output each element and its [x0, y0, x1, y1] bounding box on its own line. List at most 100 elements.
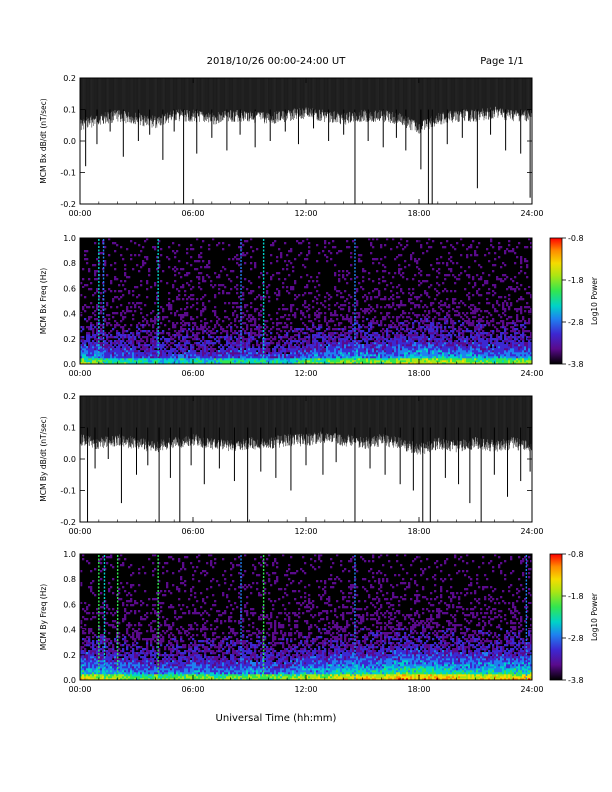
spectrogram-cell: [470, 352, 473, 355]
spectrogram-cell: [298, 242, 301, 245]
spectrogram-cell: [498, 246, 501, 249]
spectrogram-cell: [328, 350, 331, 353]
spectrogram-cell: [330, 348, 333, 351]
spectrogram-cell: [102, 268, 105, 271]
spectrogram-cell: [472, 332, 475, 335]
spectrogram-cell: [258, 346, 261, 349]
spectrogram-cell: [116, 244, 119, 247]
spectrogram-cell: [204, 330, 207, 333]
spectrogram-cell: [424, 360, 427, 363]
spectrogram-cell: [244, 330, 247, 333]
spectrogram-cell: [284, 326, 287, 329]
spectrogram-cell: [514, 328, 517, 331]
spectrogram-cell: [388, 324, 391, 327]
spectrogram-cell: [406, 352, 409, 355]
spectrogram-cell: [266, 354, 269, 357]
spectrogram-cell: [208, 326, 211, 329]
spectrogram-cell: [290, 348, 293, 351]
spectrogram-cell: [330, 350, 333, 353]
spectrogram-cell: [372, 322, 375, 325]
spectrogram-cell: [226, 330, 229, 333]
spectrogram-cell: [466, 360, 469, 363]
spectrogram-cell: [90, 352, 93, 355]
spectrogram-cell: [188, 328, 191, 331]
spectrogram-cell: [346, 354, 349, 357]
spectrogram-cell: [328, 332, 331, 335]
spectrogram-cell: [100, 312, 103, 315]
spectrogram-cell: [318, 360, 321, 363]
spectrogram-cell: [308, 308, 311, 311]
spectrogram-cell: [514, 352, 517, 355]
spectrogram-cell: [314, 352, 317, 355]
spectrogram-cell: [360, 334, 363, 337]
spectrogram-cell: [504, 338, 507, 341]
spectrogram-cell: [124, 346, 127, 349]
spectrogram-cell: [346, 240, 349, 243]
spectrogram-cell: [324, 348, 327, 351]
spectrogram-cell: [370, 324, 373, 327]
spectrogram-cell: [386, 360, 389, 363]
spectrogram-cell: [284, 336, 287, 339]
spectrogram-cell: [432, 328, 435, 331]
spectrogram-cell: [460, 324, 463, 327]
spectrogram-cell: [372, 360, 375, 363]
spectrogram-cell: [422, 320, 425, 323]
spectrogram-cell: [310, 328, 313, 331]
spectrogram-cell: [474, 360, 477, 363]
spectrogram-cell: [332, 246, 335, 249]
spectrogram-cell: [146, 288, 149, 291]
spectrogram-cell: [468, 330, 471, 333]
spectrogram-cell: [120, 246, 123, 249]
spectrogram-cell: [488, 356, 491, 359]
spectrogram-cell: [512, 356, 515, 359]
spectrogram-cell: [366, 310, 369, 313]
spectrogram-cell: [98, 262, 101, 265]
spectrogram-cell: [362, 324, 365, 327]
spectrogram-cell: [382, 356, 385, 359]
spectrogram-cell: [436, 282, 439, 285]
spectrogram-cell: [144, 240, 147, 243]
spectrogram-cell: [196, 342, 199, 345]
spectrogram-cell: [436, 346, 439, 349]
spectrogram-cell: [386, 340, 389, 343]
spectrogram-cell: [282, 354, 285, 357]
spectrogram-cell: [248, 320, 251, 323]
spectrogram-cell: [382, 362, 385, 365]
spectrogram-cell: [260, 348, 263, 351]
spectrogram-cell: [396, 296, 399, 299]
spectrogram-cell: [330, 296, 333, 299]
spectrogram-cell: [456, 346, 459, 349]
spectrogram-cell: [348, 350, 351, 353]
spectrogram-cell: [420, 350, 423, 353]
spectrogram-cell: [144, 318, 147, 321]
spectrogram-cell: [388, 356, 391, 359]
spectrogram-cell: [402, 334, 405, 337]
spectrogram-cell: [186, 248, 189, 251]
spectrogram-cell: [292, 360, 295, 363]
spectrogram-cell: [334, 340, 337, 343]
spectrogram-cell: [378, 262, 381, 265]
spectrogram-cell: [150, 312, 153, 315]
spectrogram-cell: [482, 320, 485, 323]
spectrogram-cell: [238, 342, 241, 345]
spectrogram-cell: [420, 336, 423, 339]
spectrogram-cell: [276, 332, 279, 335]
spectrogram-cell: [172, 326, 175, 329]
spectrogram-cell: [84, 258, 87, 261]
spectrogram-cell: [436, 324, 439, 327]
spectrogram-cell: [180, 340, 183, 343]
spectrogram-cell: [522, 352, 525, 355]
spectrogram-cell: [190, 344, 193, 347]
spectrogram-cell: [440, 328, 443, 331]
spectrogram-cell: [362, 352, 365, 355]
spectrogram-cell: [424, 358, 427, 361]
spectrogram-cell: [124, 350, 127, 353]
spectrogram-cell: [128, 276, 131, 279]
spectrogram-cell: [238, 334, 241, 337]
spectrogram-cell: [124, 268, 127, 271]
spectrogram-cell: [504, 310, 507, 313]
spectrogram-cell: [430, 356, 433, 359]
spectrogram-cell: [364, 332, 367, 335]
spectrogram-cell: [238, 336, 241, 339]
spectrogram-cell: [374, 348, 377, 351]
